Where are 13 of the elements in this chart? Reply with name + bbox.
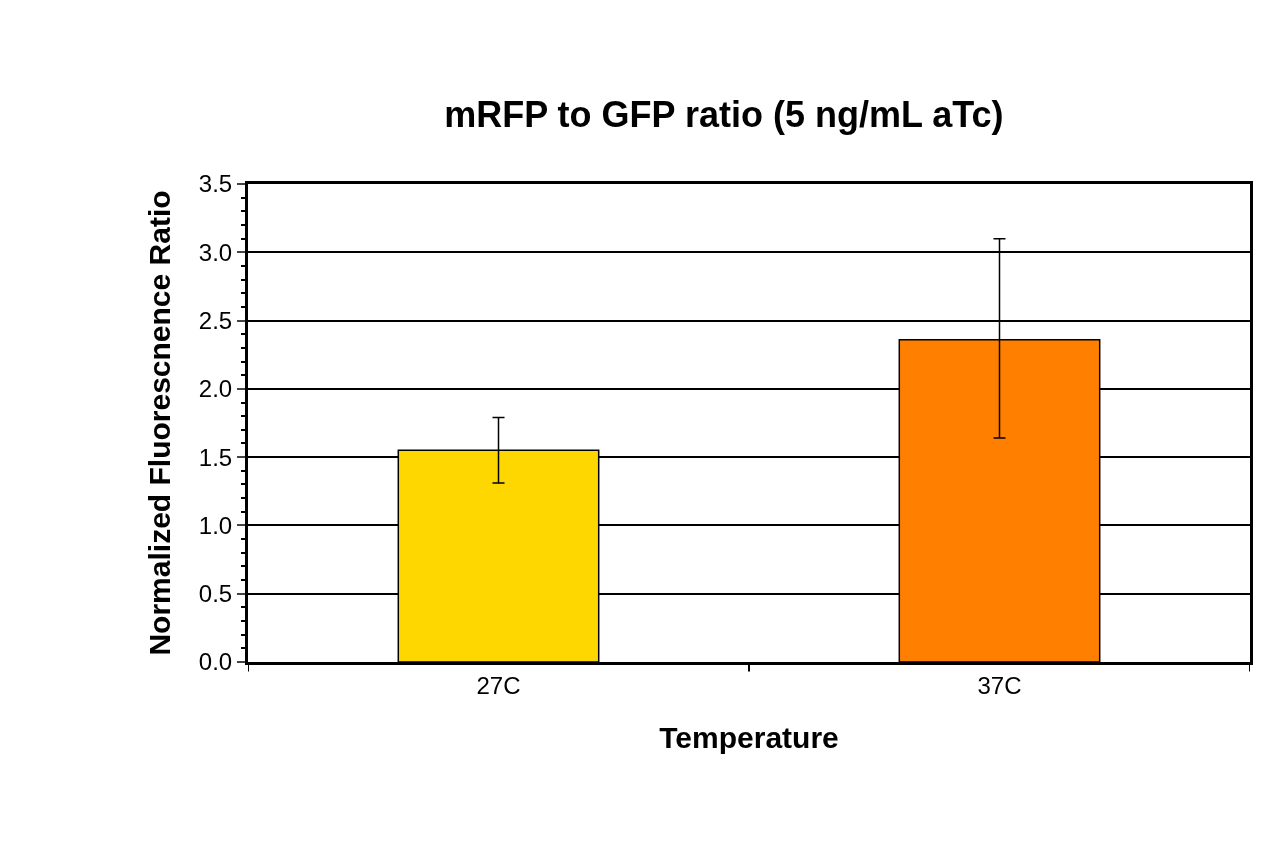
- chart-title: mRFP to GFP ratio (5 ng/mL aTc): [444, 93, 1004, 135]
- text: 0.0: [198, 648, 233, 676]
- y-axis-title: Normalized Fluorescnence Ratio: [142, 190, 176, 656]
- text: 2.0: [198, 375, 233, 403]
- x-tick-label: 27C: [476, 671, 521, 699]
- y-tick-label: 1.5: [198, 443, 233, 471]
- x-axis-title: Temperature: [659, 721, 839, 755]
- x-tick-label: 37C: [977, 671, 1022, 699]
- text: 3.0: [198, 238, 233, 266]
- y-tick-label: 2.5: [198, 306, 233, 334]
- y-tick-label: 3.5: [198, 170, 233, 198]
- text: 1.0: [198, 511, 233, 539]
- y-tick-label: 0.5: [198, 580, 233, 608]
